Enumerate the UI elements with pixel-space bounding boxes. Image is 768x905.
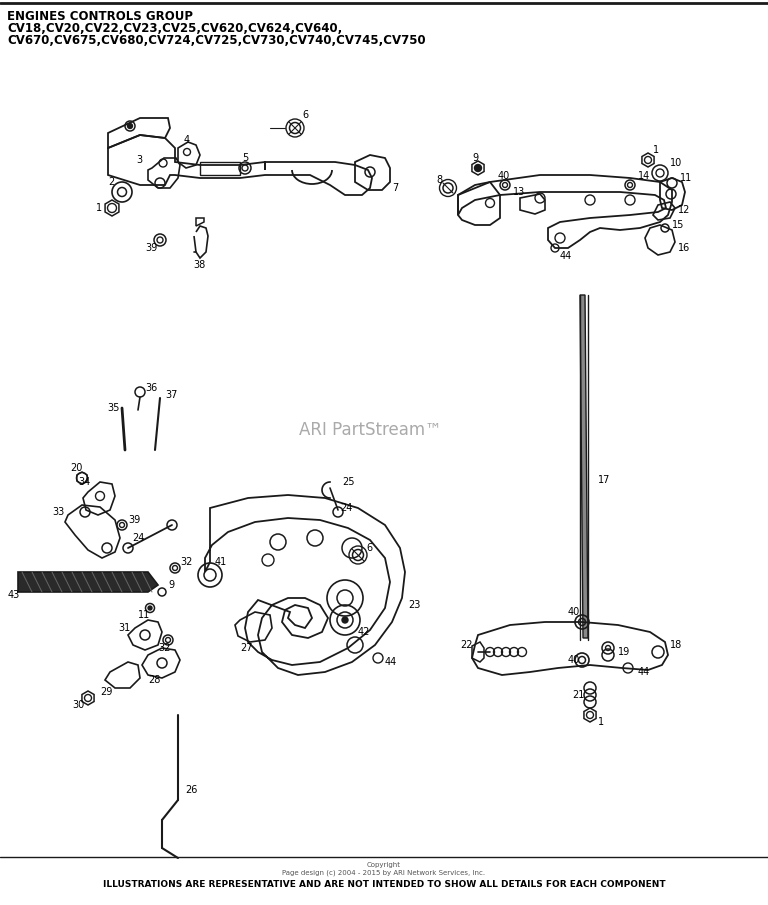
Text: 40: 40 [498, 171, 510, 181]
Text: 40: 40 [568, 655, 581, 665]
Text: 35: 35 [107, 403, 119, 413]
Text: Page design (c) 2004 - 2015 by ARI Network Services, Inc.: Page design (c) 2004 - 2015 by ARI Netwo… [283, 869, 485, 875]
Text: 6: 6 [366, 543, 372, 553]
Text: 26: 26 [185, 785, 197, 795]
Circle shape [148, 606, 152, 610]
Text: 1: 1 [96, 203, 102, 213]
Text: 11: 11 [138, 610, 151, 620]
Text: 11: 11 [680, 173, 692, 183]
Text: 41: 41 [215, 557, 227, 567]
Text: 12: 12 [678, 205, 690, 215]
Text: 7: 7 [392, 183, 399, 193]
Text: 40: 40 [568, 607, 581, 617]
Text: 37: 37 [165, 390, 177, 400]
Text: CV18,CV20,CV22,CV23,CV25,CV620,CV624,CV640,: CV18,CV20,CV22,CV23,CV25,CV620,CV624,CV6… [7, 22, 343, 35]
Text: 8: 8 [436, 175, 442, 185]
Text: 5: 5 [242, 153, 248, 163]
Text: 39: 39 [145, 243, 157, 253]
Text: Copyright: Copyright [367, 862, 401, 868]
Text: 44: 44 [638, 667, 650, 677]
Circle shape [342, 617, 348, 623]
Text: 2: 2 [108, 177, 114, 187]
Text: 18: 18 [670, 640, 682, 650]
Text: 25: 25 [342, 477, 355, 487]
Text: 17: 17 [598, 475, 611, 485]
Text: 21: 21 [572, 690, 584, 700]
Text: 30: 30 [72, 700, 84, 710]
Text: 34: 34 [78, 477, 91, 487]
Polygon shape [580, 295, 588, 638]
Text: 42: 42 [358, 627, 370, 637]
Text: 36: 36 [145, 383, 157, 393]
Text: 44: 44 [385, 657, 397, 667]
Text: 22: 22 [460, 640, 472, 650]
Text: 44: 44 [560, 251, 572, 261]
Text: 16: 16 [678, 243, 690, 253]
Text: 39: 39 [128, 515, 141, 525]
Text: 1: 1 [598, 717, 604, 727]
Text: 20: 20 [70, 463, 82, 473]
Text: 13: 13 [513, 187, 525, 197]
Polygon shape [18, 572, 158, 592]
Text: CV670,CV675,CV680,CV724,CV725,CV730,CV740,CV745,CV750: CV670,CV675,CV680,CV724,CV725,CV730,CV74… [7, 34, 425, 47]
Text: 43: 43 [8, 590, 20, 600]
Text: 4: 4 [184, 135, 190, 145]
Text: 24: 24 [132, 533, 144, 543]
Text: 32: 32 [158, 643, 170, 653]
Text: 1: 1 [653, 145, 659, 155]
Text: 10: 10 [670, 158, 682, 168]
Text: 9: 9 [472, 153, 478, 163]
Text: 6: 6 [302, 110, 308, 120]
Circle shape [475, 165, 482, 172]
Text: 33: 33 [52, 507, 65, 517]
Text: 24: 24 [340, 503, 353, 513]
Text: 31: 31 [118, 623, 131, 633]
Text: 15: 15 [672, 220, 684, 230]
Text: 14: 14 [638, 171, 650, 181]
Text: ENGINES CONTROLS GROUP: ENGINES CONTROLS GROUP [7, 10, 193, 23]
Text: 3: 3 [136, 155, 142, 165]
Text: 29: 29 [100, 687, 112, 697]
Text: 19: 19 [618, 647, 631, 657]
Text: ILLUSTRATIONS ARE REPRESENTATIVE AND ARE NOT INTENDED TO SHOW ALL DETAILS FOR EA: ILLUSTRATIONS ARE REPRESENTATIVE AND ARE… [103, 880, 665, 889]
Text: ARI PartStream™: ARI PartStream™ [299, 421, 442, 439]
Text: 38: 38 [193, 260, 205, 270]
Text: 28: 28 [148, 675, 161, 685]
Text: 9: 9 [168, 580, 174, 590]
Text: 23: 23 [408, 600, 420, 610]
Text: 27: 27 [240, 643, 253, 653]
Circle shape [127, 123, 133, 129]
Text: 32: 32 [180, 557, 192, 567]
